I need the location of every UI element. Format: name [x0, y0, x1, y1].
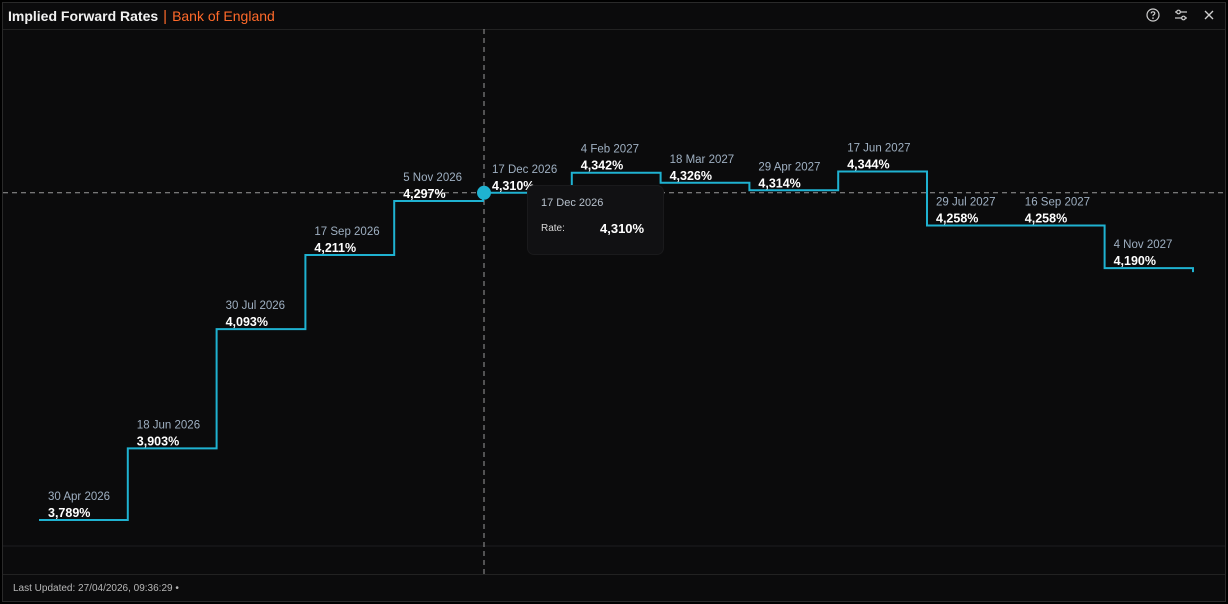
step-date-label: 17 Jun 2027	[847, 142, 910, 154]
step-value-label: 4,310%	[492, 179, 534, 193]
step-value-label: 3,903%	[137, 434, 179, 448]
step-date-label: 4 Nov 2027	[1114, 239, 1173, 251]
step-value-label: 4,314%	[758, 176, 800, 190]
step-date-label: 17 Dec 2026	[492, 164, 557, 176]
panel-header: Implied Forward Rates | Bank of England	[3, 3, 1225, 30]
help-icon[interactable]	[1145, 7, 1161, 23]
step-date-label: 18 Mar 2027	[670, 154, 735, 166]
panel-footer: Last Updated: 27/04/2026, 09:36:29 •	[3, 574, 1225, 601]
step-date-label: 16 Sep 2027	[1025, 196, 1090, 208]
tooltip-date: 17 Dec 2026	[541, 197, 604, 209]
step-value-label: 4,297%	[403, 187, 445, 201]
step-value-label: 4,326%	[670, 169, 712, 183]
step-value-label: 4,342%	[581, 159, 623, 173]
rate-step-line	[39, 170, 1194, 521]
panel-subtitle: Bank of England	[172, 8, 275, 24]
step-value-label: 4,258%	[1025, 211, 1067, 225]
step-date-label: 30 Apr 2026	[48, 491, 110, 503]
tooltip-rate-value: 4,310%	[600, 221, 645, 236]
step-date-label: 29 Apr 2027	[758, 161, 820, 173]
step-date-label: 5 Nov 2026	[403, 172, 462, 184]
step-date-label: 4 Feb 2027	[581, 144, 639, 156]
header-actions	[1145, 7, 1217, 23]
step-value-label: 3,789%	[48, 506, 90, 520]
chart-tooltip: 17 Dec 2026 Rate: 4,310%	[528, 186, 663, 254]
panel-title: Implied Forward Rates	[8, 8, 159, 24]
forward-rates-chart[interactable]: 30 Apr 2026 3,789% 18 Jun 2026 3,903% 30 Jul…	[3, 3, 1225, 601]
step-date-label: 30 Jul 2026	[226, 300, 285, 312]
step-date-label: 18 Jun 2026	[137, 419, 200, 431]
settings-sliders-icon[interactable]	[1173, 7, 1189, 23]
step-date-label: 29 Jul 2027	[936, 196, 995, 208]
title-separator: |	[163, 7, 168, 25]
step-value-label: 4,211%	[314, 241, 356, 255]
tooltip-rate-label: Rate:	[541, 223, 565, 234]
close-icon[interactable]	[1201, 7, 1217, 23]
step-value-label: 4,344%	[847, 157, 889, 171]
step-value-label: 4,190%	[1114, 254, 1156, 268]
step-date-label: 17 Sep 2026	[314, 226, 379, 238]
step-value-label: 4,258%	[936, 211, 978, 225]
last-updated-text: Last Updated: 27/04/2026, 09:36:29 •	[13, 583, 179, 594]
highlight-point	[477, 185, 491, 200]
step-value-label: 4,093%	[226, 315, 268, 329]
